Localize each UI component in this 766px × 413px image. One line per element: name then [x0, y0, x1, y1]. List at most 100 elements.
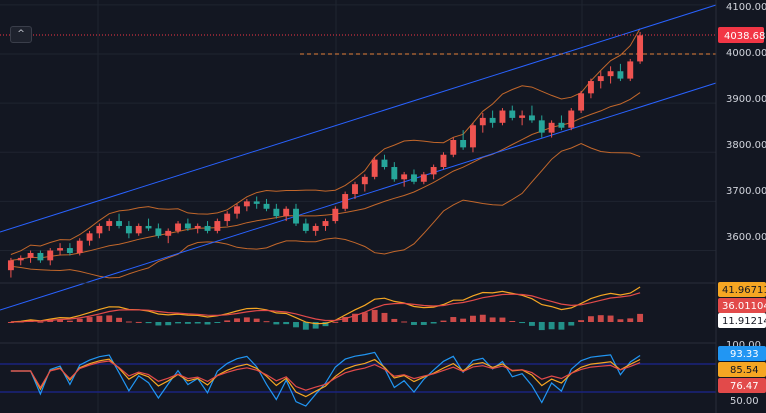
candle-body: [194, 225, 201, 229]
channel-upper-line: [0, 4, 717, 233]
candle: [234, 203, 240, 219]
candle-body: [322, 221, 329, 226]
price-pane[interactable]: [0, 4, 717, 311]
candle: [253, 196, 260, 209]
trend-channel[interactable]: [0, 4, 717, 311]
macd-histogram-bar: [76, 318, 83, 322]
candle: [528, 105, 535, 123]
bollinger-lower: [10, 142, 641, 279]
candle-body: [381, 159, 388, 168]
candle: [391, 162, 398, 182]
macd-histogram-bar: [37, 321, 44, 323]
candle: [76, 238, 83, 256]
candle: [371, 157, 378, 180]
candle: [342, 191, 349, 212]
candle: [538, 115, 545, 138]
candle-body: [587, 81, 594, 94]
bollinger-bands: [10, 28, 641, 279]
rsi-lower-tick: 50.00: [730, 396, 759, 407]
candle: [17, 255, 24, 266]
candle: [470, 122, 476, 153]
candle: [135, 223, 142, 236]
candle: [519, 110, 526, 126]
bollinger-upper: [10, 28, 641, 255]
macd-histogram-bar: [558, 322, 565, 330]
histogram-value-label: 11.91214: [722, 316, 766, 327]
candle: [194, 223, 201, 234]
candle-body: [332, 208, 339, 222]
candle-body: [352, 184, 358, 195]
candle: [637, 31, 644, 64]
macd-histogram-bar: [155, 322, 162, 326]
chevron-up-icon: ^: [17, 29, 25, 39]
macd-histogram-bar: [66, 320, 73, 322]
candle-body: [450, 140, 457, 155]
candle: [37, 250, 44, 263]
candle: [332, 206, 339, 224]
candlestick-series[interactable]: [7, 31, 644, 278]
candle-body: [538, 120, 545, 133]
candle-body: [617, 71, 624, 79]
candle-body: [57, 248, 64, 251]
candle: [86, 230, 93, 246]
candle-body: [342, 194, 349, 209]
candle-body: [361, 176, 368, 185]
candle: [27, 250, 34, 263]
macd-histogram-bar: [253, 318, 260, 322]
candle-body: [66, 248, 73, 253]
candle: [106, 218, 113, 231]
candle-body: [96, 225, 103, 234]
candle: [125, 221, 132, 239]
macd-histogram-bar: [381, 312, 388, 322]
candle-body: [401, 174, 408, 180]
rsi-slow-line: [10, 360, 641, 391]
macd-histogram-bar: [420, 322, 427, 325]
candle-body: [509, 110, 516, 118]
candle: [224, 211, 231, 226]
candle: [312, 223, 319, 236]
macd-histogram-bar: [401, 321, 408, 323]
macd-histogram-bar: [597, 315, 604, 322]
candle-body: [273, 208, 280, 217]
candle: [509, 105, 516, 121]
macd-histogram-bar: [637, 313, 644, 322]
collapse-button[interactable]: ^: [10, 26, 32, 43]
candle-body: [234, 206, 240, 214]
candle-body: [293, 208, 299, 224]
channel-lower-line: [0, 82, 717, 311]
candle-body: [597, 76, 604, 82]
candle: [155, 223, 162, 239]
candle-body: [17, 257, 24, 261]
macd-pane[interactable]: [7, 286, 644, 331]
candle: [558, 115, 565, 131]
macd-histogram-bar: [371, 309, 378, 322]
macd-histogram-bar: [578, 320, 585, 322]
macd-histogram-bar: [234, 318, 240, 322]
macd-histogram: [7, 309, 644, 331]
macd-histogram-bar: [273, 322, 280, 325]
candle-body: [568, 110, 575, 128]
rsi-slow-badge: [718, 378, 766, 393]
macd-histogram-bar: [312, 322, 319, 329]
macd-histogram-bar: [627, 318, 634, 322]
candle-body: [627, 61, 634, 79]
rsi-pane[interactable]: [0, 351, 716, 407]
macd-histogram-bar: [302, 322, 309, 330]
bollinger-basis: [10, 92, 641, 261]
macd-histogram-bar: [450, 317, 457, 322]
candle: [548, 120, 555, 138]
candle-body: [519, 115, 526, 118]
macd-value-label: 41.96711: [722, 285, 766, 296]
macd-histogram-bar: [184, 322, 191, 324]
macd-histogram-bar: [440, 320, 447, 322]
macd-histogram-bar: [165, 322, 172, 326]
rsi-axis[interactable]: 100.00 93.33 85.54 76.47 50.00: [718, 340, 766, 407]
price-tick-3800: 3800.00: [726, 140, 766, 151]
candle-body: [440, 154, 447, 168]
macd-axis[interactable]: 41.96711 36.01104 11.91214: [718, 282, 766, 328]
candle: [568, 108, 575, 131]
candle: [401, 171, 408, 187]
price-axis[interactable]: 4100.00 4000.00 3900.00 3800.00 3700.00 …: [718, 2, 766, 243]
macd-histogram-bar: [489, 317, 496, 322]
